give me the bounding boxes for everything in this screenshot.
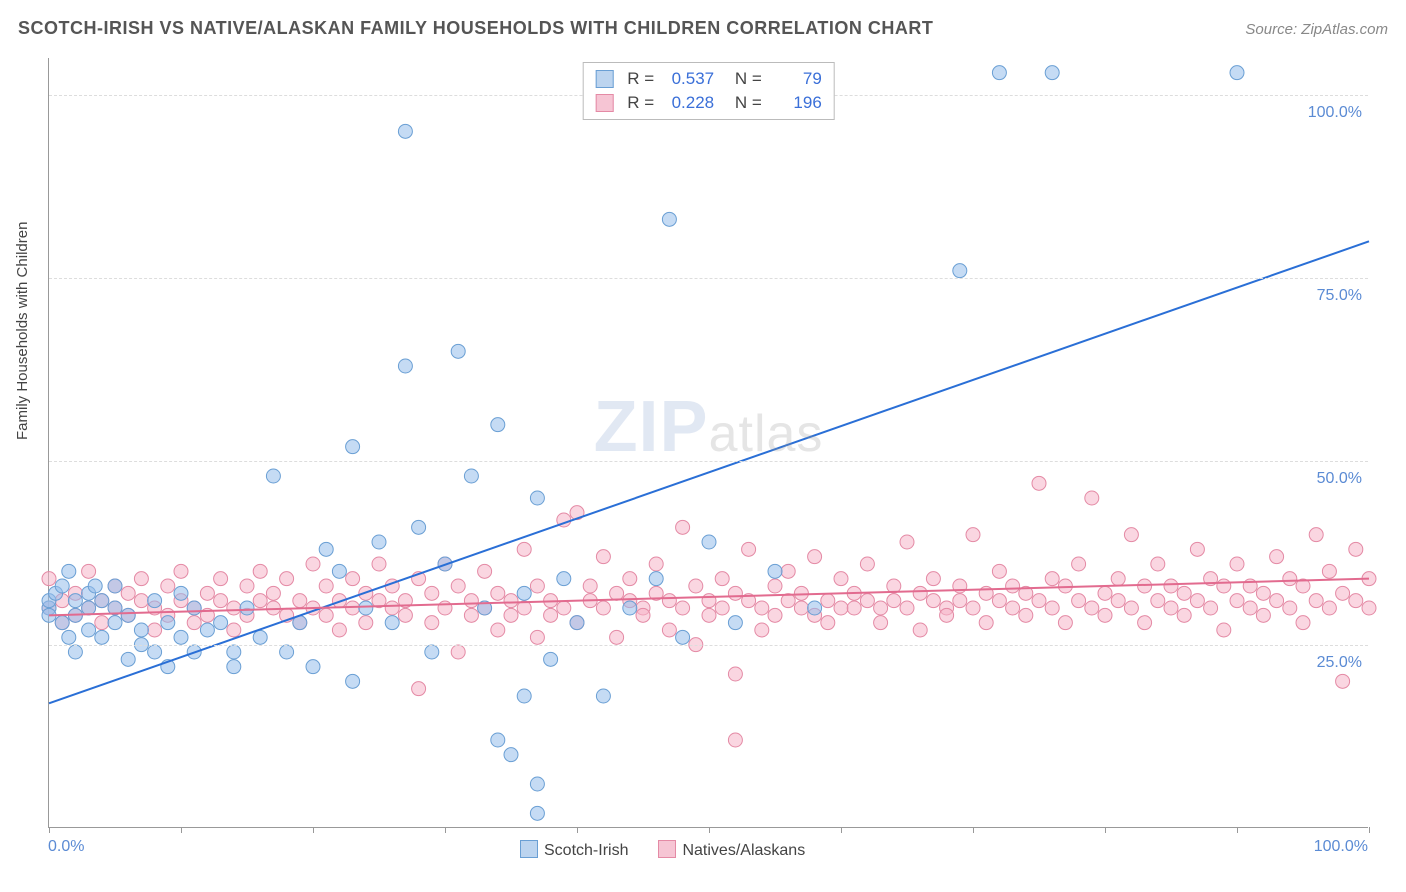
n-value-natives-alaskans: 196: [770, 91, 822, 115]
stats-legend: R = 0.537 N = 79 R = 0.228 N = 196: [582, 62, 835, 120]
chart-title: SCOTCH-IRISH VS NATIVE/ALASKAN FAMILY HO…: [18, 18, 933, 39]
stats-row-natives-alaskans: R = 0.228 N = 196: [595, 91, 822, 115]
legend-swatch-scotch-irish: [520, 840, 538, 858]
swatch-scotch-irish: [595, 70, 613, 88]
x-axis-max-label: 100.0%: [1314, 838, 1368, 856]
swatch-natives-alaskans: [595, 94, 613, 112]
y-tick-label: 100.0%: [1308, 104, 1362, 122]
y-tick-label: 50.0%: [1317, 470, 1362, 488]
source-label: Source: ZipAtlas.com: [1245, 21, 1388, 38]
series-legend: Scotch-Irish Natives/Alaskans: [520, 840, 805, 860]
title-bar: SCOTCH-IRISH VS NATIVE/ALASKAN FAMILY HO…: [18, 18, 1388, 39]
y-axis-title: Family Households with Children: [14, 222, 31, 440]
source-name: ZipAtlas.com: [1301, 21, 1388, 38]
legend-item-scotch-irish: Scotch-Irish: [520, 840, 628, 860]
y-tick-label: 25.0%: [1317, 654, 1362, 672]
y-tick-label: 75.0%: [1317, 287, 1362, 305]
r-value-natives-alaskans: 0.228: [662, 91, 714, 115]
scatter-plot: [49, 58, 1368, 827]
r-value-scotch-irish: 0.537: [662, 67, 714, 91]
legend-item-natives-alaskans: Natives/Alaskans: [658, 840, 805, 860]
x-axis-min-label: 0.0%: [48, 838, 84, 856]
stats-row-scotch-irish: R = 0.537 N = 79: [595, 67, 822, 91]
legend-swatch-natives-alaskans: [658, 840, 676, 858]
n-value-scotch-irish: 79: [770, 67, 822, 91]
plot-area: ZIPatlas R = 0.537 N = 79 R = 0.228 N = …: [48, 58, 1368, 828]
